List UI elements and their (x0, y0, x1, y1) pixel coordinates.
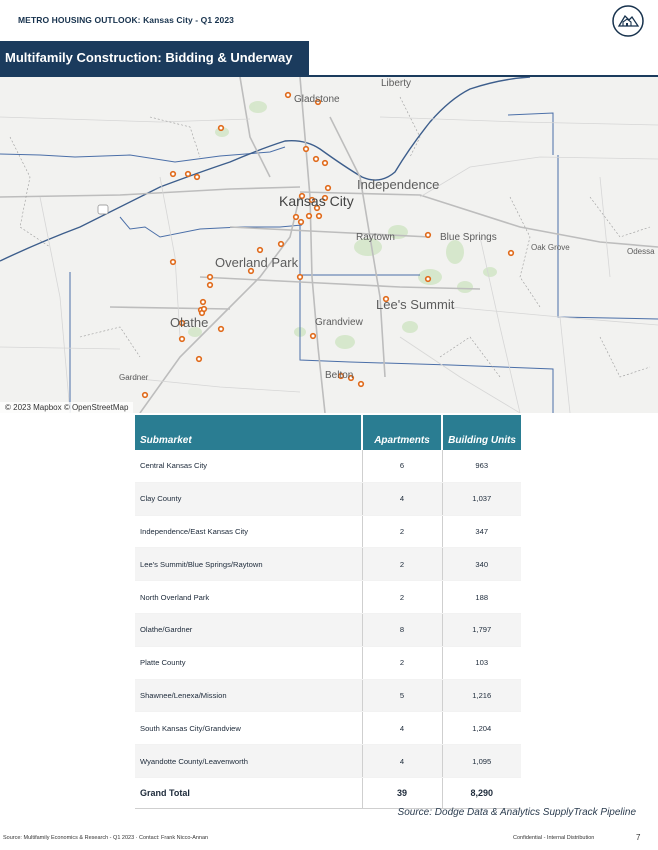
table-row: Clay County 4 1,037 (135, 482, 521, 516)
cell-submarket: South Kansas City/Grandview (135, 711, 362, 746)
header-apartments: Apartments (361, 415, 442, 450)
cell-building-units: 188 (441, 580, 521, 614)
footer-source-contact: Source: Multifamily Economics & Research… (3, 835, 209, 841)
table-total-row: Grand Total 39 8,290 (135, 776, 521, 809)
table-row: Lee's Summit/Blue Springs/Raytown 2 340 (135, 547, 521, 582)
cell-apartments: 4 (361, 744, 442, 778)
table-row: Shawnee/Lenexa/Mission 5 1,216 (135, 679, 521, 713)
cell-total-building-units: 8,290 (441, 776, 521, 809)
cell-apartments: 2 (361, 515, 442, 549)
cell-submarket: Central Kansas City (135, 450, 362, 483)
map-attribution[interactable]: © 2023 Mapbox © OpenStreetMap (0, 402, 134, 413)
cell-submarket: Shawnee/Lenexa/Mission (135, 679, 362, 713)
footer-confidential: Confidential - Internal Distribution (513, 835, 595, 841)
cell-apartments: 4 (361, 711, 442, 746)
cell-submarket: Wyandotte County/Leavenworth (135, 744, 362, 778)
cell-apartments: 4 (361, 482, 442, 516)
cell-apartments: 5 (361, 679, 442, 713)
cell-total-apartments: 39 (361, 776, 442, 809)
cell-submarket: Platte County (135, 646, 362, 680)
table-row: Central Kansas City 6 963 (135, 450, 521, 483)
map-label-gladstone: Gladstone (294, 94, 340, 105)
map-label-overland-park: Overland Park (215, 255, 299, 270)
cell-building-units: 340 (441, 547, 521, 582)
cell-submarket: Olathe/Gardner (135, 613, 362, 647)
map-label-oak-grove: Oak Grove (531, 243, 570, 252)
cell-apartments: 8 (361, 613, 442, 647)
map-label-kansas-city: Kansas City (279, 193, 354, 209)
table-row: North Overland Park 2 188 (135, 580, 521, 614)
table-header-row: Submarket Apartments Building Units (135, 415, 521, 450)
cell-building-units: 1,797 (441, 613, 521, 647)
cell-apartments: 2 (361, 646, 442, 680)
table-row: Independence/East Kansas City 2 347 (135, 515, 521, 549)
map-label-gardner: Gardner (119, 373, 149, 382)
cell-apartments: 6 (361, 450, 442, 483)
cell-building-units: 1,216 (441, 679, 521, 713)
project-location-map[interactable]: Liberty Gladstone Independence Kansas Ci… (0, 77, 658, 413)
cell-submarket: North Overland Park (135, 580, 362, 614)
map-label-lees-summit: Lee's Summit (376, 297, 455, 312)
map-label-independence: Independence (357, 177, 440, 192)
cell-submarket: Clay County (135, 482, 362, 516)
submarket-table: Submarket Apartments Building Units Cent… (135, 415, 521, 809)
cell-building-units: 103 (441, 646, 521, 680)
report-header-title: METRO HOUSING OUTLOOK: Kansas City - Q1 … (18, 15, 234, 25)
cell-building-units: 347 (441, 515, 521, 549)
cell-building-units: 1,037 (441, 482, 521, 516)
cell-apartments: 2 (361, 580, 442, 614)
cell-submarket: Lee's Summit/Blue Springs/Raytown (135, 547, 362, 582)
title-divider (0, 75, 658, 77)
map-label-liberty: Liberty (381, 78, 412, 89)
map-label-blue-springs: Blue Springs (440, 232, 497, 243)
house-seal-icon (612, 5, 644, 37)
cell-building-units: 963 (441, 450, 521, 483)
map-label-grandview: Grandview (315, 317, 363, 328)
cell-building-units: 1,095 (441, 744, 521, 778)
map-label-raytown: Raytown (356, 232, 395, 243)
table-row: Olathe/Gardner 8 1,797 (135, 613, 521, 647)
table-row: South Kansas City/Grandview 4 1,204 (135, 711, 521, 746)
map-label-belton: Belton (325, 370, 354, 381)
table-row: Platte County 2 103 (135, 646, 521, 680)
header-building-units: Building Units (441, 415, 521, 450)
map-label-olathe: Olathe (170, 315, 209, 330)
cell-building-units: 1,204 (441, 711, 521, 746)
cell-apartments: 2 (361, 547, 442, 582)
cell-submarket: Independence/East Kansas City (135, 515, 362, 549)
table-row: Wyandotte County/Leavenworth 4 1,095 (135, 744, 521, 778)
source-note: Source: Dodge Data & Analytics SupplyTra… (397, 807, 636, 818)
map-canvas (0, 77, 658, 413)
section-title: Multifamily Construction: Bidding & Unde… (0, 41, 309, 75)
page-number: 7 (636, 833, 641, 842)
cell-total-label: Grand Total (135, 776, 362, 809)
header-submarket: Submarket (135, 415, 362, 450)
map-label-odessa: Odessa (627, 247, 655, 256)
